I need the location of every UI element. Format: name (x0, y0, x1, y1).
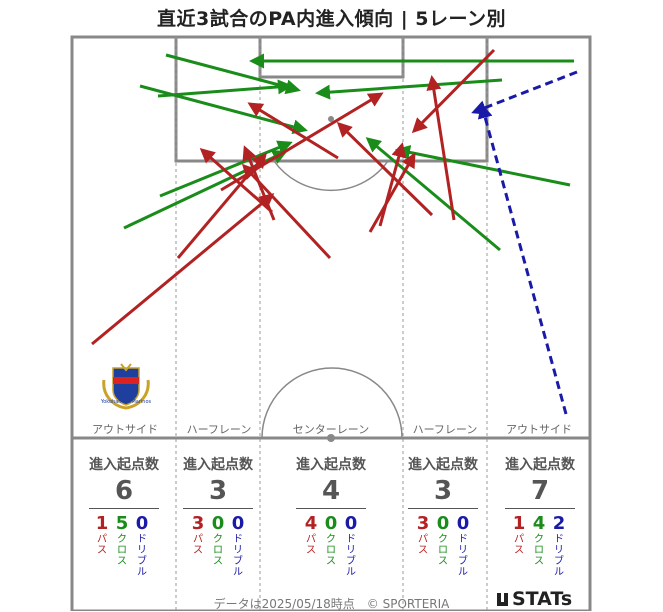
svg-text:Yokohama F.Marinos: Yokohama F.Marinos (100, 399, 152, 405)
cross-count: 0 クロス (324, 513, 338, 568)
lane-total: 7 (530, 476, 550, 506)
pass-arrow (368, 152, 416, 233)
pass-count: 1 パス (95, 513, 109, 557)
penalty-arc (273, 160, 389, 192)
pass-count: 3 パス (416, 513, 430, 557)
cross-count: 0 クロス (211, 513, 225, 568)
penalty-spot (328, 116, 334, 122)
pass-arrow (241, 163, 332, 260)
dribble-count: 0 ドリブル (456, 513, 470, 579)
center-circle (261, 367, 403, 439)
pass-arrow (426, 75, 456, 221)
cross-count: 0 クロス (436, 513, 450, 568)
dribble-count: 0 ドリブル (231, 513, 245, 579)
dribble-count: 0 ドリブル (344, 513, 358, 579)
lane-label-right-outside: アウトサイド (506, 423, 572, 436)
lane-total: 4 (321, 476, 341, 506)
center-spot (327, 434, 335, 442)
lane-stat-title: 進入起点数 (505, 457, 575, 473)
pass-arrow (411, 48, 496, 134)
lane-total: 3 (433, 476, 453, 506)
dribble-count: 2 ドリブル (552, 513, 566, 579)
cross-count: 5 クロス (115, 513, 129, 568)
cross-arrow (315, 78, 503, 100)
lane-stat-title: 進入起点数 (89, 457, 159, 473)
dribble-arrow (471, 70, 578, 115)
page-title: 直近3試合のPA内進入傾向 | 5レーン別 (156, 8, 507, 30)
pass-arrow (378, 142, 407, 227)
cross-arrow (165, 53, 301, 95)
lane-label-left-halfspace: ハーフレーン (186, 423, 252, 436)
pass-count: 1 パス (512, 513, 526, 557)
lane-label-left-outside: アウトサイド (92, 423, 158, 436)
lane-stat-title: 進入起点数 (408, 457, 478, 473)
dribble-arrow (477, 103, 568, 415)
lane-stat-title: 進入起点数 (296, 457, 366, 473)
cross-arrow (365, 137, 501, 252)
pass-count: 3 パス (191, 513, 205, 557)
pass-arrow (91, 193, 275, 346)
pass-arrow (247, 102, 339, 160)
team-logo: Yokohama F.Marinos (100, 363, 152, 410)
stat-divider (505, 508, 575, 509)
pass-arrow (176, 152, 267, 259)
lane-label-center: センターレーン (292, 423, 370, 436)
lane-stat-title: 進入起点数 (183, 457, 253, 473)
brand-mark-icon (497, 593, 508, 606)
cross-arrow (139, 84, 308, 135)
goal-area (258, 35, 405, 79)
pass-count: 4 パス (304, 513, 318, 557)
stat-divider (408, 508, 478, 509)
dribble-count: 0 ドリブル (135, 513, 149, 579)
cross-arrow (395, 145, 571, 187)
cross-count: 4 クロス (532, 513, 546, 568)
cross-arrow (157, 79, 293, 98)
stat-divider (183, 508, 253, 509)
pass-arrow (336, 121, 434, 217)
lane-total: 6 (114, 476, 134, 506)
lane-label-right-halfspace: ハーフレーン (412, 423, 478, 436)
data-footer: データは2025/05/18時点 © SPORTERIA (213, 597, 450, 611)
penalty-area (174, 35, 489, 163)
stat-divider (296, 508, 366, 509)
stat-divider (89, 508, 159, 509)
brand-logo: STATs (497, 588, 572, 610)
lane-total: 3 (208, 476, 228, 506)
